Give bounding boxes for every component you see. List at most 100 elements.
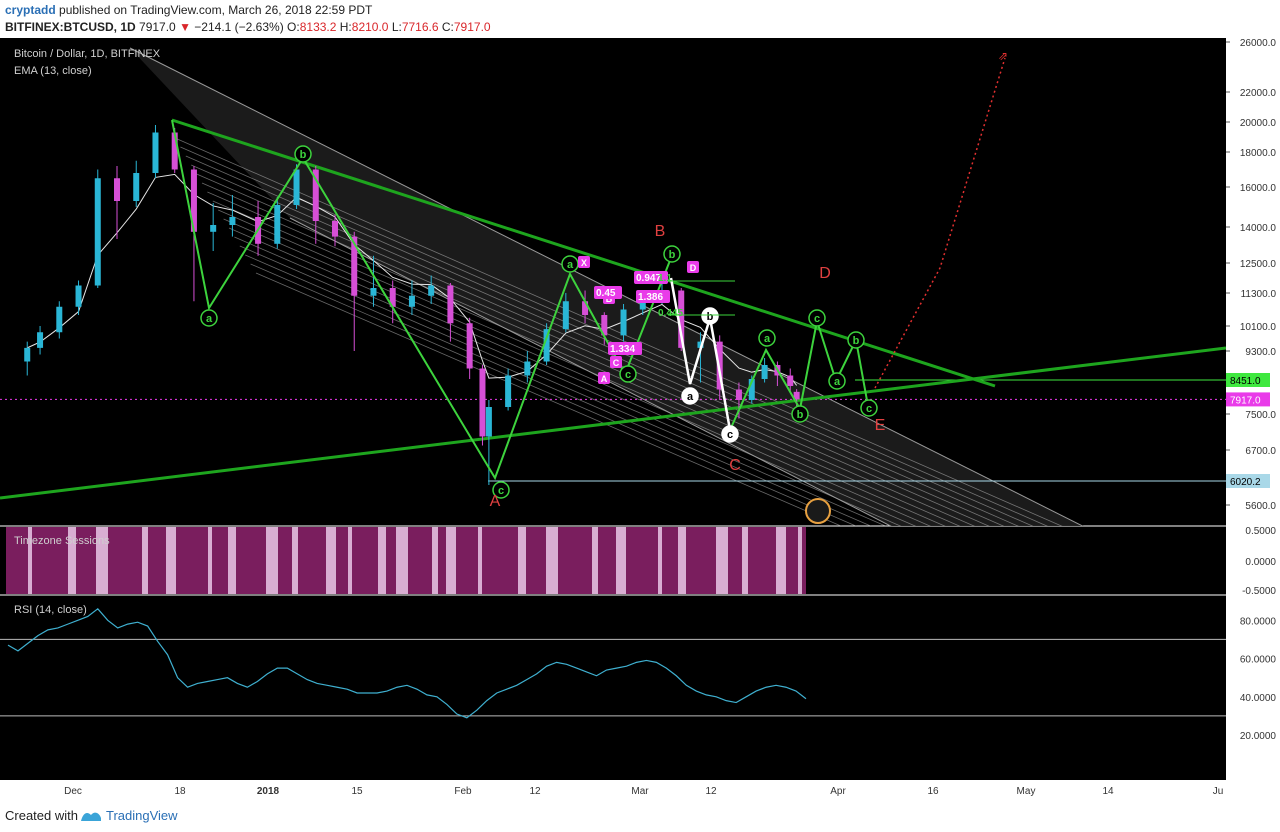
high-label: H: xyxy=(339,20,352,34)
time-axis-label: 2018 xyxy=(257,786,280,797)
channel-line xyxy=(196,173,1005,526)
harmonic-label-box xyxy=(610,356,622,368)
price-chart[interactable]: ⇗abcabcabcabcabcABCDEXABCD0.9471.3860.45… xyxy=(0,38,1280,800)
session-bar xyxy=(662,527,678,594)
wave-label-circle xyxy=(791,405,809,423)
session-bar xyxy=(378,527,386,594)
session-bar xyxy=(598,527,616,594)
session-bar xyxy=(478,527,482,594)
session-bar xyxy=(728,527,742,594)
time-axis-label: 15 xyxy=(351,786,363,797)
pattern-letter-label: C xyxy=(729,457,741,474)
channel-line xyxy=(239,245,887,526)
wave-label-text: b xyxy=(669,249,676,261)
session-bar xyxy=(236,527,266,594)
ratio-label-text: 1.386 xyxy=(638,292,663,303)
published-text: published on TradingView.com, March 26, … xyxy=(59,3,373,17)
time-axis-background xyxy=(0,780,1280,800)
timezone-tick-label: 0.5000 xyxy=(1245,526,1276,537)
tradingview-brand[interactable]: TradingView xyxy=(106,808,178,823)
time-axis-label: 18 xyxy=(174,786,186,797)
candle-body xyxy=(479,368,486,437)
candle-body xyxy=(582,301,589,315)
time-axis-label: 14 xyxy=(1102,786,1114,797)
price-tick-label: 5600.0 xyxy=(1245,501,1276,512)
candle-body xyxy=(678,290,685,348)
price-tick-label: 10100.0 xyxy=(1240,322,1277,333)
timezone-tick-label: -0.5000 xyxy=(1242,586,1276,597)
ratio-label-box xyxy=(594,286,622,299)
wave-label-text: b xyxy=(797,409,804,421)
harmonic-label-box xyxy=(598,372,610,384)
session-bar xyxy=(616,527,626,594)
price-tick-label: 7500.0 xyxy=(1245,410,1276,421)
candle-body xyxy=(505,375,512,407)
author-name[interactable]: cryptadd xyxy=(5,3,56,17)
price-tag-box xyxy=(1226,373,1270,387)
session-bar xyxy=(298,527,326,594)
session-bar xyxy=(266,527,278,594)
session-bar xyxy=(32,527,68,594)
candle-body xyxy=(735,389,742,400)
candle-body xyxy=(24,347,31,362)
session-bar xyxy=(592,527,598,594)
channel-line xyxy=(212,200,961,526)
candle-body xyxy=(293,169,300,205)
candle-body xyxy=(748,379,755,400)
candle-body xyxy=(210,225,217,232)
harmonic-label-text: C xyxy=(613,358,620,368)
low-label: L: xyxy=(391,20,402,34)
ratio-label-text: 1.334 xyxy=(610,344,635,355)
time-axis-label: 12 xyxy=(529,786,541,797)
time-axis-label: Dec xyxy=(64,786,82,797)
candle-body xyxy=(466,323,473,369)
session-bar xyxy=(352,527,378,594)
ratio-label-box xyxy=(636,290,670,303)
ratio-label-text: 0.45 xyxy=(596,288,616,299)
wave-zigzag-white xyxy=(669,277,732,431)
price-tick-label: 12500.0 xyxy=(1240,259,1277,270)
rsi-pane: RSI (14, close) 80.0000 60.0000 40.0000 20.0… xyxy=(0,604,1276,742)
session-bar xyxy=(212,527,228,594)
candle-body xyxy=(601,315,608,336)
session-bar xyxy=(802,527,806,594)
channel-line xyxy=(250,263,857,526)
rsi-title: RSI (14, close) xyxy=(14,604,87,616)
candle-body xyxy=(370,288,377,296)
footer: Created with TradingView xyxy=(0,800,1280,832)
candle-body xyxy=(524,361,531,376)
price-tick-label: 20000.0 xyxy=(1240,118,1277,129)
ohlc-line: BITFINEX:BTCUSD, 1D 7917.0 ▼ −214.1 (−2.… xyxy=(5,20,491,34)
session-bar xyxy=(68,527,76,594)
projection-path xyxy=(874,57,1006,389)
price-tick-label: 14000.0 xyxy=(1240,223,1277,234)
session-bar xyxy=(28,527,32,594)
time-axis-label: Apr xyxy=(830,786,846,797)
session-bar xyxy=(626,527,658,594)
session-bar xyxy=(748,527,776,594)
session-bar xyxy=(558,527,592,594)
wave-label-circle xyxy=(492,481,510,499)
price-tick-label: 16000.0 xyxy=(1240,183,1277,194)
price-tag-label: 8451.0 xyxy=(1230,376,1261,387)
session-bar xyxy=(396,527,408,594)
candle-body xyxy=(408,295,415,307)
channel-lower xyxy=(289,217,892,526)
candle-body xyxy=(56,306,63,333)
session-bar xyxy=(336,527,348,594)
candle-body xyxy=(543,329,550,362)
candle-body xyxy=(274,205,281,244)
regression-channel xyxy=(129,47,1084,526)
main-pane: ⇗abcabcabcabcabcABCDEXABCD0.9471.3860.45… xyxy=(0,47,1226,526)
wave-label-text: c xyxy=(814,313,820,325)
price-tick-label: 22000.0 xyxy=(1240,88,1277,99)
session-bar xyxy=(786,527,798,594)
harmonic-label-box xyxy=(687,261,699,273)
time-axis: Dec 18 2018 15 Feb 12 Mar 12 Apr 16 May 14 Ju xyxy=(64,786,1223,797)
down-arrow-icon: ▼ xyxy=(179,20,191,34)
close-label: C: xyxy=(441,20,454,34)
session-bar xyxy=(208,527,212,594)
candle-body xyxy=(351,236,358,296)
rsi-tick-label: 60.0000 xyxy=(1240,655,1277,666)
session-bar xyxy=(798,527,802,594)
